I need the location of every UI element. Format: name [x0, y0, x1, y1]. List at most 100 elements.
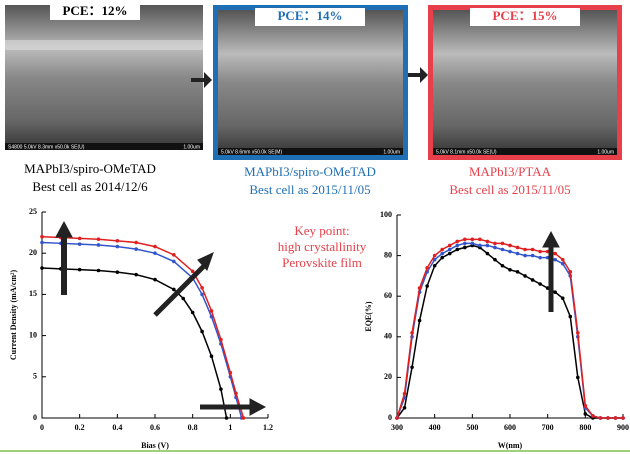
x-tick-label: 500 — [466, 423, 478, 432]
point — [134, 273, 138, 277]
y-tick-label: 0 — [388, 413, 392, 422]
point — [523, 248, 527, 252]
point — [584, 412, 588, 416]
point — [538, 250, 542, 254]
point — [486, 240, 490, 244]
page: PCE：12% S4800 5.0kV 8.3mm x50.0k SE(U) 1… — [0, 0, 630, 454]
y-tick-label: 15 — [29, 289, 37, 298]
caption: MAPbI3/spiro-OMeTAD — [244, 164, 376, 179]
point — [561, 296, 565, 300]
y-axis-title: Current Density (mA/cm²) — [9, 270, 18, 361]
y-tick-label: 100 — [380, 210, 392, 219]
point — [116, 239, 120, 243]
point — [172, 260, 176, 264]
point — [568, 315, 572, 319]
point — [553, 258, 557, 262]
point — [410, 331, 414, 335]
point — [153, 278, 157, 282]
point — [116, 245, 120, 249]
point — [134, 241, 138, 245]
caption: Best cell as 2014/12/6 — [32, 179, 148, 194]
point — [455, 240, 459, 244]
sem-scale: 1.00um — [597, 149, 614, 155]
point — [403, 406, 407, 410]
y-tick-label: 40 — [384, 332, 392, 341]
point — [508, 268, 512, 272]
sem-info: S4800 5.0kV 8.3mm x50.0k SE(U) — [8, 144, 85, 150]
point — [523, 274, 527, 278]
key-point: high crystallinity — [278, 239, 367, 254]
y-tick-label: 80 — [384, 250, 392, 259]
point — [410, 365, 414, 369]
x-tick-label: 700 — [542, 423, 554, 432]
point — [78, 237, 82, 241]
point — [584, 404, 588, 408]
key-point: Perovskite film — [282, 255, 362, 270]
point — [553, 290, 557, 294]
x-tick-label: 1 — [228, 423, 232, 432]
key-point: Key point: — [294, 223, 349, 238]
point — [576, 331, 580, 335]
point — [97, 237, 101, 241]
point — [531, 254, 535, 258]
point — [493, 258, 497, 262]
x-tick-label: 0.6 — [150, 423, 160, 432]
x-tick-label: 300 — [391, 423, 403, 432]
point — [614, 416, 618, 420]
point — [433, 264, 437, 268]
point — [153, 251, 157, 255]
point — [553, 252, 557, 256]
caption: Best cell as 2015/11/05 — [249, 182, 370, 197]
point — [200, 286, 204, 290]
y-tick-label: 0 — [33, 413, 37, 422]
point — [516, 246, 520, 250]
x-tick-label: 1.2 — [263, 423, 273, 432]
y-tick-label: 20 — [384, 372, 392, 381]
point — [97, 269, 101, 273]
x-axis-title: W(nm) — [498, 441, 523, 450]
x-tick-label: 900 — [617, 423, 629, 432]
point — [508, 244, 512, 248]
point — [561, 258, 565, 262]
point — [531, 248, 535, 252]
point — [172, 288, 176, 292]
caption: MAPbI3/PTAA — [469, 164, 552, 179]
x-tick-label: 0 — [40, 423, 44, 432]
point — [463, 238, 467, 242]
point — [448, 244, 452, 248]
x-tick-label: 0.2 — [75, 423, 85, 432]
sem-info: 5.0kV 8.6mm x50.0k SE(M) — [221, 149, 282, 155]
point — [200, 293, 204, 297]
point — [478, 244, 482, 248]
x-tick-label: 0.4 — [112, 423, 122, 432]
point — [531, 278, 535, 282]
point — [219, 387, 223, 391]
point — [471, 238, 475, 242]
arrow — [408, 67, 428, 83]
point — [538, 282, 542, 286]
point — [471, 242, 475, 246]
point — [599, 416, 603, 420]
x-tick-label: 800 — [579, 423, 591, 432]
sem-image — [213, 5, 408, 160]
point — [425, 266, 429, 270]
point — [463, 242, 467, 246]
point — [621, 416, 625, 420]
pce-label: PCE：14% — [277, 8, 342, 23]
x-axis-title: Bias (V) — [141, 441, 169, 450]
y-tick-label: 20 — [29, 248, 37, 257]
x-tick-label: 400 — [429, 423, 441, 432]
point — [134, 247, 138, 251]
point — [200, 330, 204, 334]
slide: PCE：12% S4800 5.0kV 8.3mm x50.0k SE(U) 1… — [0, 0, 630, 454]
point — [440, 256, 444, 260]
pce-label: PCE：12% — [62, 3, 127, 18]
point — [425, 284, 429, 288]
point — [463, 246, 467, 250]
point — [493, 242, 497, 246]
pce-label: PCE：15% — [492, 8, 557, 23]
y-tick-label: 60 — [384, 291, 392, 300]
point — [219, 338, 223, 342]
point — [493, 246, 497, 250]
point — [576, 376, 580, 380]
